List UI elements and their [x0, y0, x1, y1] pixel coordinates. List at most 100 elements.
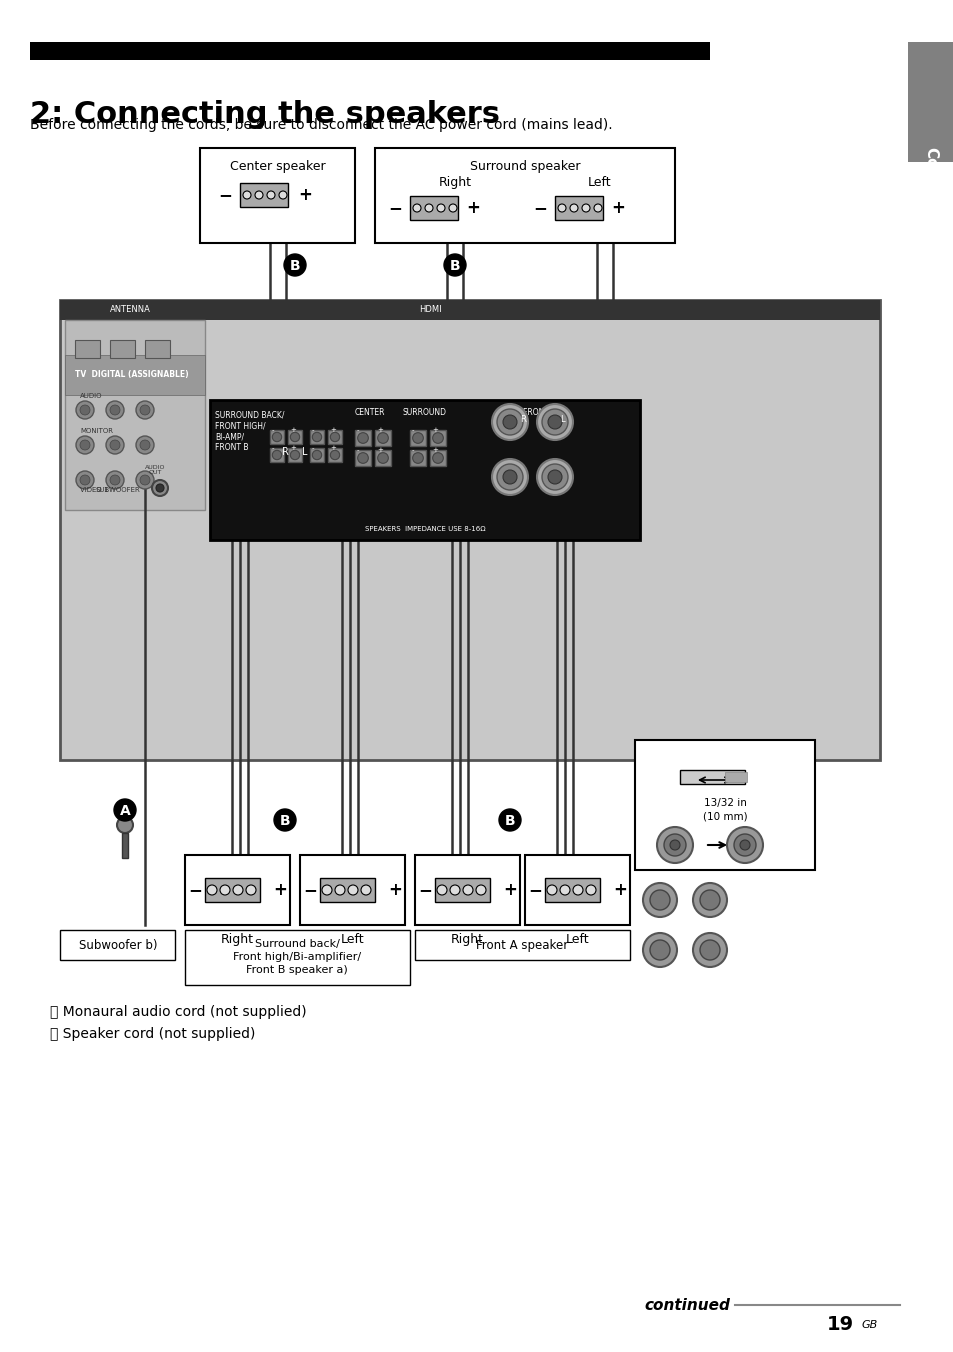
- Circle shape: [424, 204, 433, 212]
- Bar: [524, 854, 629, 925]
- Bar: [122, 833, 128, 859]
- Bar: [288, 448, 302, 462]
- Text: +: +: [297, 187, 312, 204]
- Text: −: −: [218, 187, 232, 204]
- Circle shape: [657, 827, 692, 863]
- Text: +: +: [290, 445, 295, 452]
- Circle shape: [541, 410, 567, 435]
- Text: Ⓐ Monaural audio cord (not supplied): Ⓐ Monaural audio cord (not supplied): [50, 1005, 306, 1019]
- Text: Surround speaker: Surround speaker: [469, 160, 579, 173]
- Circle shape: [106, 435, 124, 454]
- Circle shape: [76, 435, 94, 454]
- Text: −: −: [303, 882, 316, 899]
- Circle shape: [537, 404, 573, 439]
- Text: R: R: [519, 415, 525, 425]
- Circle shape: [537, 458, 573, 495]
- Bar: [288, 430, 302, 443]
- Circle shape: [449, 204, 456, 212]
- Circle shape: [569, 204, 578, 212]
- Circle shape: [140, 475, 150, 485]
- Circle shape: [110, 475, 120, 485]
- Text: 19: 19: [825, 1315, 853, 1334]
- Circle shape: [692, 933, 726, 967]
- Circle shape: [220, 886, 230, 895]
- Bar: [299, 854, 405, 925]
- Circle shape: [433, 433, 443, 443]
- Text: SPEAKERS  IMPEDANCE USE 8-16Ω: SPEAKERS IMPEDANCE USE 8-16Ω: [364, 526, 485, 531]
- Circle shape: [573, 886, 582, 895]
- Circle shape: [360, 886, 371, 895]
- Text: Before connecting the cords, be sure to disconnect the AC power cord (mains lead: Before connecting the cords, be sure to …: [30, 118, 612, 132]
- Bar: [319, 877, 375, 902]
- Circle shape: [413, 204, 420, 212]
- Bar: [310, 430, 324, 443]
- Text: +: +: [466, 199, 479, 218]
- Circle shape: [106, 402, 124, 419]
- Text: +: +: [376, 427, 382, 433]
- Text: +: +: [330, 445, 335, 452]
- Text: GB: GB: [862, 1320, 878, 1330]
- Text: Left: Left: [340, 933, 364, 946]
- Circle shape: [290, 433, 299, 442]
- Text: continued: continued: [643, 1298, 729, 1313]
- Text: L: L: [302, 448, 308, 457]
- Circle shape: [497, 464, 522, 489]
- Text: +: +: [388, 882, 401, 899]
- Circle shape: [669, 840, 679, 850]
- Circle shape: [443, 254, 465, 276]
- Bar: [310, 448, 324, 462]
- Circle shape: [140, 406, 150, 415]
- Circle shape: [207, 886, 216, 895]
- Bar: [555, 196, 602, 220]
- Circle shape: [502, 470, 517, 484]
- Circle shape: [492, 404, 527, 439]
- Text: +: +: [432, 427, 437, 433]
- Circle shape: [498, 808, 520, 831]
- Text: Surround back/
Front high/Bi-amplifier/
Front B speaker a): Surround back/ Front high/Bi-amplifier/ …: [233, 938, 360, 975]
- Bar: [185, 854, 290, 925]
- Circle shape: [110, 439, 120, 450]
- Circle shape: [546, 886, 557, 895]
- Text: Left: Left: [565, 933, 589, 946]
- Circle shape: [136, 470, 153, 489]
- Circle shape: [700, 940, 720, 960]
- Bar: [724, 772, 746, 781]
- Bar: [907, 42, 953, 162]
- Text: MONITOR: MONITOR: [80, 429, 112, 434]
- Circle shape: [413, 433, 423, 443]
- Circle shape: [152, 480, 168, 496]
- Text: ANTENNA: ANTENNA: [110, 306, 151, 315]
- Circle shape: [156, 484, 164, 492]
- Circle shape: [233, 886, 243, 895]
- Text: Left: Left: [588, 176, 611, 189]
- Text: SURROUND BACK/
FRONT HIGH/
BI-AMP/
FRONT B: SURROUND BACK/ FRONT HIGH/ BI-AMP/ FRONT…: [214, 410, 284, 453]
- Circle shape: [492, 458, 527, 495]
- Circle shape: [278, 191, 287, 199]
- Bar: [410, 196, 457, 220]
- Circle shape: [322, 886, 332, 895]
- Bar: [430, 450, 446, 466]
- Circle shape: [312, 450, 321, 460]
- Text: B: B: [504, 814, 515, 827]
- Bar: [328, 448, 341, 462]
- Bar: [60, 300, 879, 760]
- Circle shape: [436, 204, 444, 212]
- Text: −: −: [388, 199, 401, 218]
- Text: −: −: [533, 199, 546, 218]
- Bar: [200, 147, 355, 243]
- Text: Right: Right: [451, 933, 483, 946]
- Circle shape: [274, 808, 295, 831]
- Text: AUDIO: AUDIO: [80, 393, 102, 399]
- Circle shape: [312, 433, 321, 442]
- Text: FRONT A: FRONT A: [522, 408, 557, 416]
- Text: 2: Connecting the speakers: 2: Connecting the speakers: [30, 100, 499, 128]
- Circle shape: [136, 435, 153, 454]
- Bar: [410, 450, 426, 466]
- Circle shape: [377, 433, 388, 443]
- Text: +: +: [432, 448, 437, 453]
- Text: TV  DIGITAL (ASSIGNABLE): TV DIGITAL (ASSIGNABLE): [75, 370, 189, 380]
- Bar: [375, 147, 675, 243]
- Text: SURROUND: SURROUND: [402, 408, 447, 416]
- Bar: [355, 430, 371, 446]
- Circle shape: [348, 886, 357, 895]
